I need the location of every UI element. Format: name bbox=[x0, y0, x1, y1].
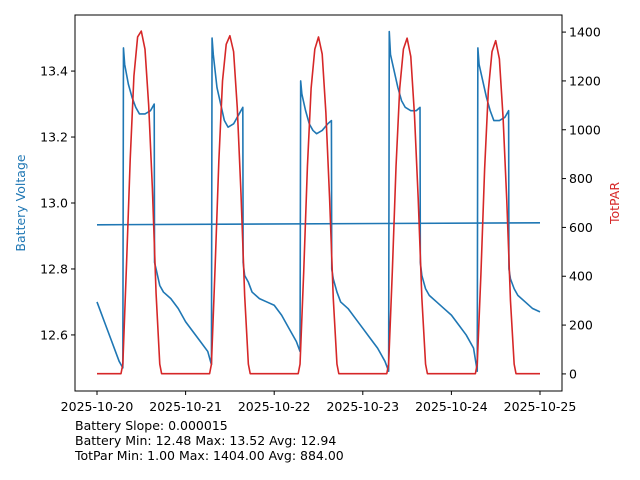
left-tick-label: 13.0 bbox=[40, 196, 68, 211]
left-tick-label: 12.8 bbox=[40, 261, 68, 276]
right-tick-label: 0 bbox=[569, 366, 577, 381]
x-tick-label: 2025-10-23 bbox=[326, 399, 399, 414]
series-line-2 bbox=[96, 221, 541, 226]
right-tick-label: 600 bbox=[569, 220, 593, 235]
right-tick-label: 1200 bbox=[569, 73, 601, 88]
right-axis-label: TotPAR bbox=[607, 182, 622, 225]
x-axis: 2025-10-20 2025-10-21 2025-10-22 2025-10-23… bbox=[61, 391, 577, 414]
left-axis: 12.6 12.8 13.0 13.2 13.4 bbox=[40, 64, 75, 342]
x-tick-label: 2025-10-24 bbox=[415, 399, 488, 414]
right-tick-label: 200 bbox=[569, 318, 593, 333]
series-line-3 bbox=[97, 30, 540, 375]
x-tick-label: 2025-10-21 bbox=[149, 399, 222, 414]
left-tick-label: 13.2 bbox=[40, 130, 68, 145]
battery-slope-text: Battery Slope: 0.000015 bbox=[75, 418, 228, 433]
right-tick-label: 1000 bbox=[569, 122, 601, 137]
battery-stats-text: Battery Min: 12.48 Max: 13.52 Avg: 12.94 bbox=[75, 433, 337, 448]
left-tick-label: 12.6 bbox=[40, 327, 68, 342]
totpar-stats-text: TotPar Min: 1.00 Max: 1404.00 Avg: 884.0… bbox=[75, 448, 344, 463]
x-tick-label: 2025-10-25 bbox=[504, 399, 577, 414]
right-tick-label: 800 bbox=[569, 171, 593, 186]
plot-area bbox=[96, 30, 541, 375]
right-axis: 0 200 400 600 800 1000 1200 1400 bbox=[562, 25, 601, 381]
right-tick-label: 1400 bbox=[569, 25, 601, 40]
left-axis-label: Battery Voltage bbox=[13, 154, 28, 251]
x-tick-label: 2025-10-20 bbox=[61, 399, 134, 414]
x-tick-label: 2025-10-22 bbox=[238, 399, 311, 414]
left-tick-label: 13.4 bbox=[40, 64, 68, 79]
plot-frame bbox=[74, 14, 563, 392]
series-line-1 bbox=[96, 30, 541, 373]
right-tick-label: 400 bbox=[569, 269, 593, 284]
